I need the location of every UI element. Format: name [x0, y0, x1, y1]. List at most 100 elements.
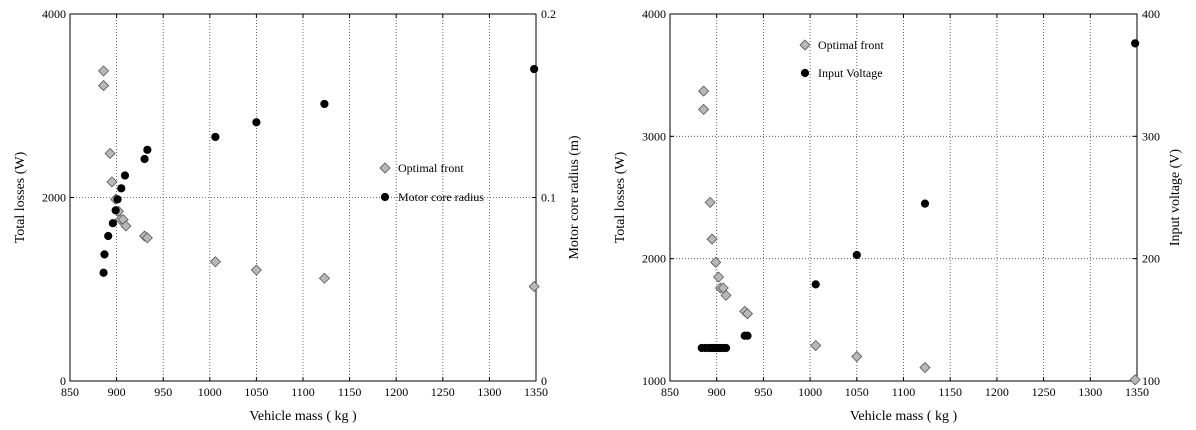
- data-point: [720, 289, 732, 301]
- series-2: [99, 64, 539, 277]
- x-tick-label: 850: [61, 385, 79, 399]
- series-1: [698, 85, 1141, 386]
- data-point: [97, 65, 110, 77]
- x-tick-label: 1250: [431, 385, 455, 399]
- x-tick-label: 950: [754, 385, 772, 399]
- y-right-axis-title: Motor core radius (m): [567, 135, 582, 259]
- y-right-tick-label: 0.2: [541, 7, 556, 21]
- x-tick-label: 1200: [384, 385, 408, 399]
- data-point: [743, 331, 752, 340]
- data-point: [250, 264, 262, 276]
- x-tick-label: 1300: [477, 385, 501, 399]
- data-point: [143, 145, 152, 154]
- data-point: [108, 219, 117, 228]
- data-point: [710, 256, 722, 268]
- legend-marker: [799, 39, 811, 51]
- data-point: [211, 132, 220, 142]
- y-left-tick-label: 0: [60, 374, 66, 388]
- data-point: [120, 171, 130, 180]
- y-right-tick-label: 400: [1142, 7, 1160, 21]
- x-tick-label: 1150: [938, 385, 962, 399]
- series-2: [697, 39, 1140, 353]
- y-right-tick-label: 200: [1142, 252, 1160, 266]
- chart-2: 850 900 950 1000 1050 1100 1150 1200 1250 1300 135…: [613, 7, 1183, 424]
- data-point: [140, 154, 149, 164]
- data-point: [106, 176, 118, 188]
- data-point: [920, 199, 930, 208]
- x-tick-label: 1050: [244, 385, 268, 399]
- x-tick-label: 1000: [198, 385, 222, 399]
- x-tick-label: 1100: [291, 385, 315, 399]
- data-point: [810, 339, 822, 352]
- series-1: [97, 65, 540, 293]
- legend-label: Input Voltage: [818, 66, 883, 80]
- legend-marker: [800, 68, 810, 78]
- data-point: [530, 64, 539, 74]
- legend-marker: [379, 162, 391, 174]
- y-right-tick-label: 0.1: [541, 191, 556, 205]
- data-point: [713, 271, 725, 283]
- data-point: [919, 361, 931, 374]
- y-left-tick-label: 3000: [642, 129, 666, 143]
- legend: Optimal front Input Voltage: [799, 38, 884, 80]
- data-point: [1129, 374, 1141, 386]
- data-point: [698, 103, 710, 115]
- data-point: [851, 350, 863, 363]
- x-tick-label: 900: [108, 385, 126, 399]
- chart-1: 850 900 950 1000 1050 1100 1150 1200 1250 1300 135…: [13, 7, 582, 424]
- y-left-axis-title: Total losses (W): [13, 151, 28, 243]
- legend-label: Motor core radius: [398, 190, 484, 204]
- data-point: [104, 231, 113, 241]
- x-tick-label: 1250: [1032, 385, 1056, 399]
- data-point: [811, 280, 820, 289]
- data-point: [1131, 39, 1140, 48]
- y-left-axis-title: Total losses (W): [613, 151, 628, 243]
- data-point: [104, 147, 116, 160]
- data-point: [852, 250, 861, 260]
- x-tick-label: 1050: [845, 385, 869, 399]
- x-tick-label: 1100: [892, 385, 916, 399]
- x-tick-label: 1000: [798, 385, 822, 399]
- data-point: [252, 118, 261, 127]
- x-tick-label: 900: [708, 385, 726, 399]
- data-point: [97, 79, 110, 92]
- x-tick-label: 850: [661, 385, 679, 399]
- data-point: [320, 99, 329, 109]
- data-point: [704, 196, 716, 208]
- data-point: [111, 206, 120, 215]
- data-point: [99, 268, 108, 277]
- legend-label: Optimal front: [818, 38, 884, 52]
- data-point: [318, 272, 331, 284]
- data-point: [721, 343, 731, 353]
- x-tick-label: 1300: [1078, 385, 1102, 399]
- data-point: [141, 232, 153, 244]
- legend-marker: [380, 192, 390, 202]
- y-right-tick-label: 100: [1142, 374, 1160, 388]
- data-point: [528, 280, 540, 293]
- y-left-tick-label: 4000: [642, 7, 666, 21]
- y-right-tick-label: 0: [541, 374, 547, 388]
- x-axis-title: Vehicle mass ( kg ): [850, 409, 958, 424]
- y-left-tick-label: 2000: [42, 191, 66, 205]
- x-tick-label: 950: [154, 385, 172, 399]
- data-point: [120, 220, 132, 232]
- y-right-axis-title: Input voltage (V): [1168, 149, 1183, 247]
- data-point: [741, 308, 754, 320]
- legend-label: Optimal front: [398, 161, 464, 175]
- y-left-tick-label: 1000: [642, 374, 666, 388]
- x-axis-title: Vehicle mass ( kg ): [249, 409, 357, 424]
- x-tick-label: 1350: [524, 385, 548, 399]
- data-point: [698, 85, 710, 97]
- x-tick-label: 1350: [1125, 385, 1149, 399]
- x-tick-label: 1200: [985, 385, 1009, 399]
- data-point: [209, 256, 221, 268]
- y-right-tick-label: 300: [1142, 129, 1160, 143]
- data-point: [100, 250, 109, 259]
- data-point: [113, 195, 122, 204]
- data-point: [706, 233, 718, 245]
- x-tick-label: 1150: [338, 385, 362, 399]
- y-left-tick-label: 4000: [42, 7, 66, 21]
- y-left-tick-label: 2000: [642, 252, 666, 266]
- legend: Optimal front Motor core radius: [379, 161, 484, 204]
